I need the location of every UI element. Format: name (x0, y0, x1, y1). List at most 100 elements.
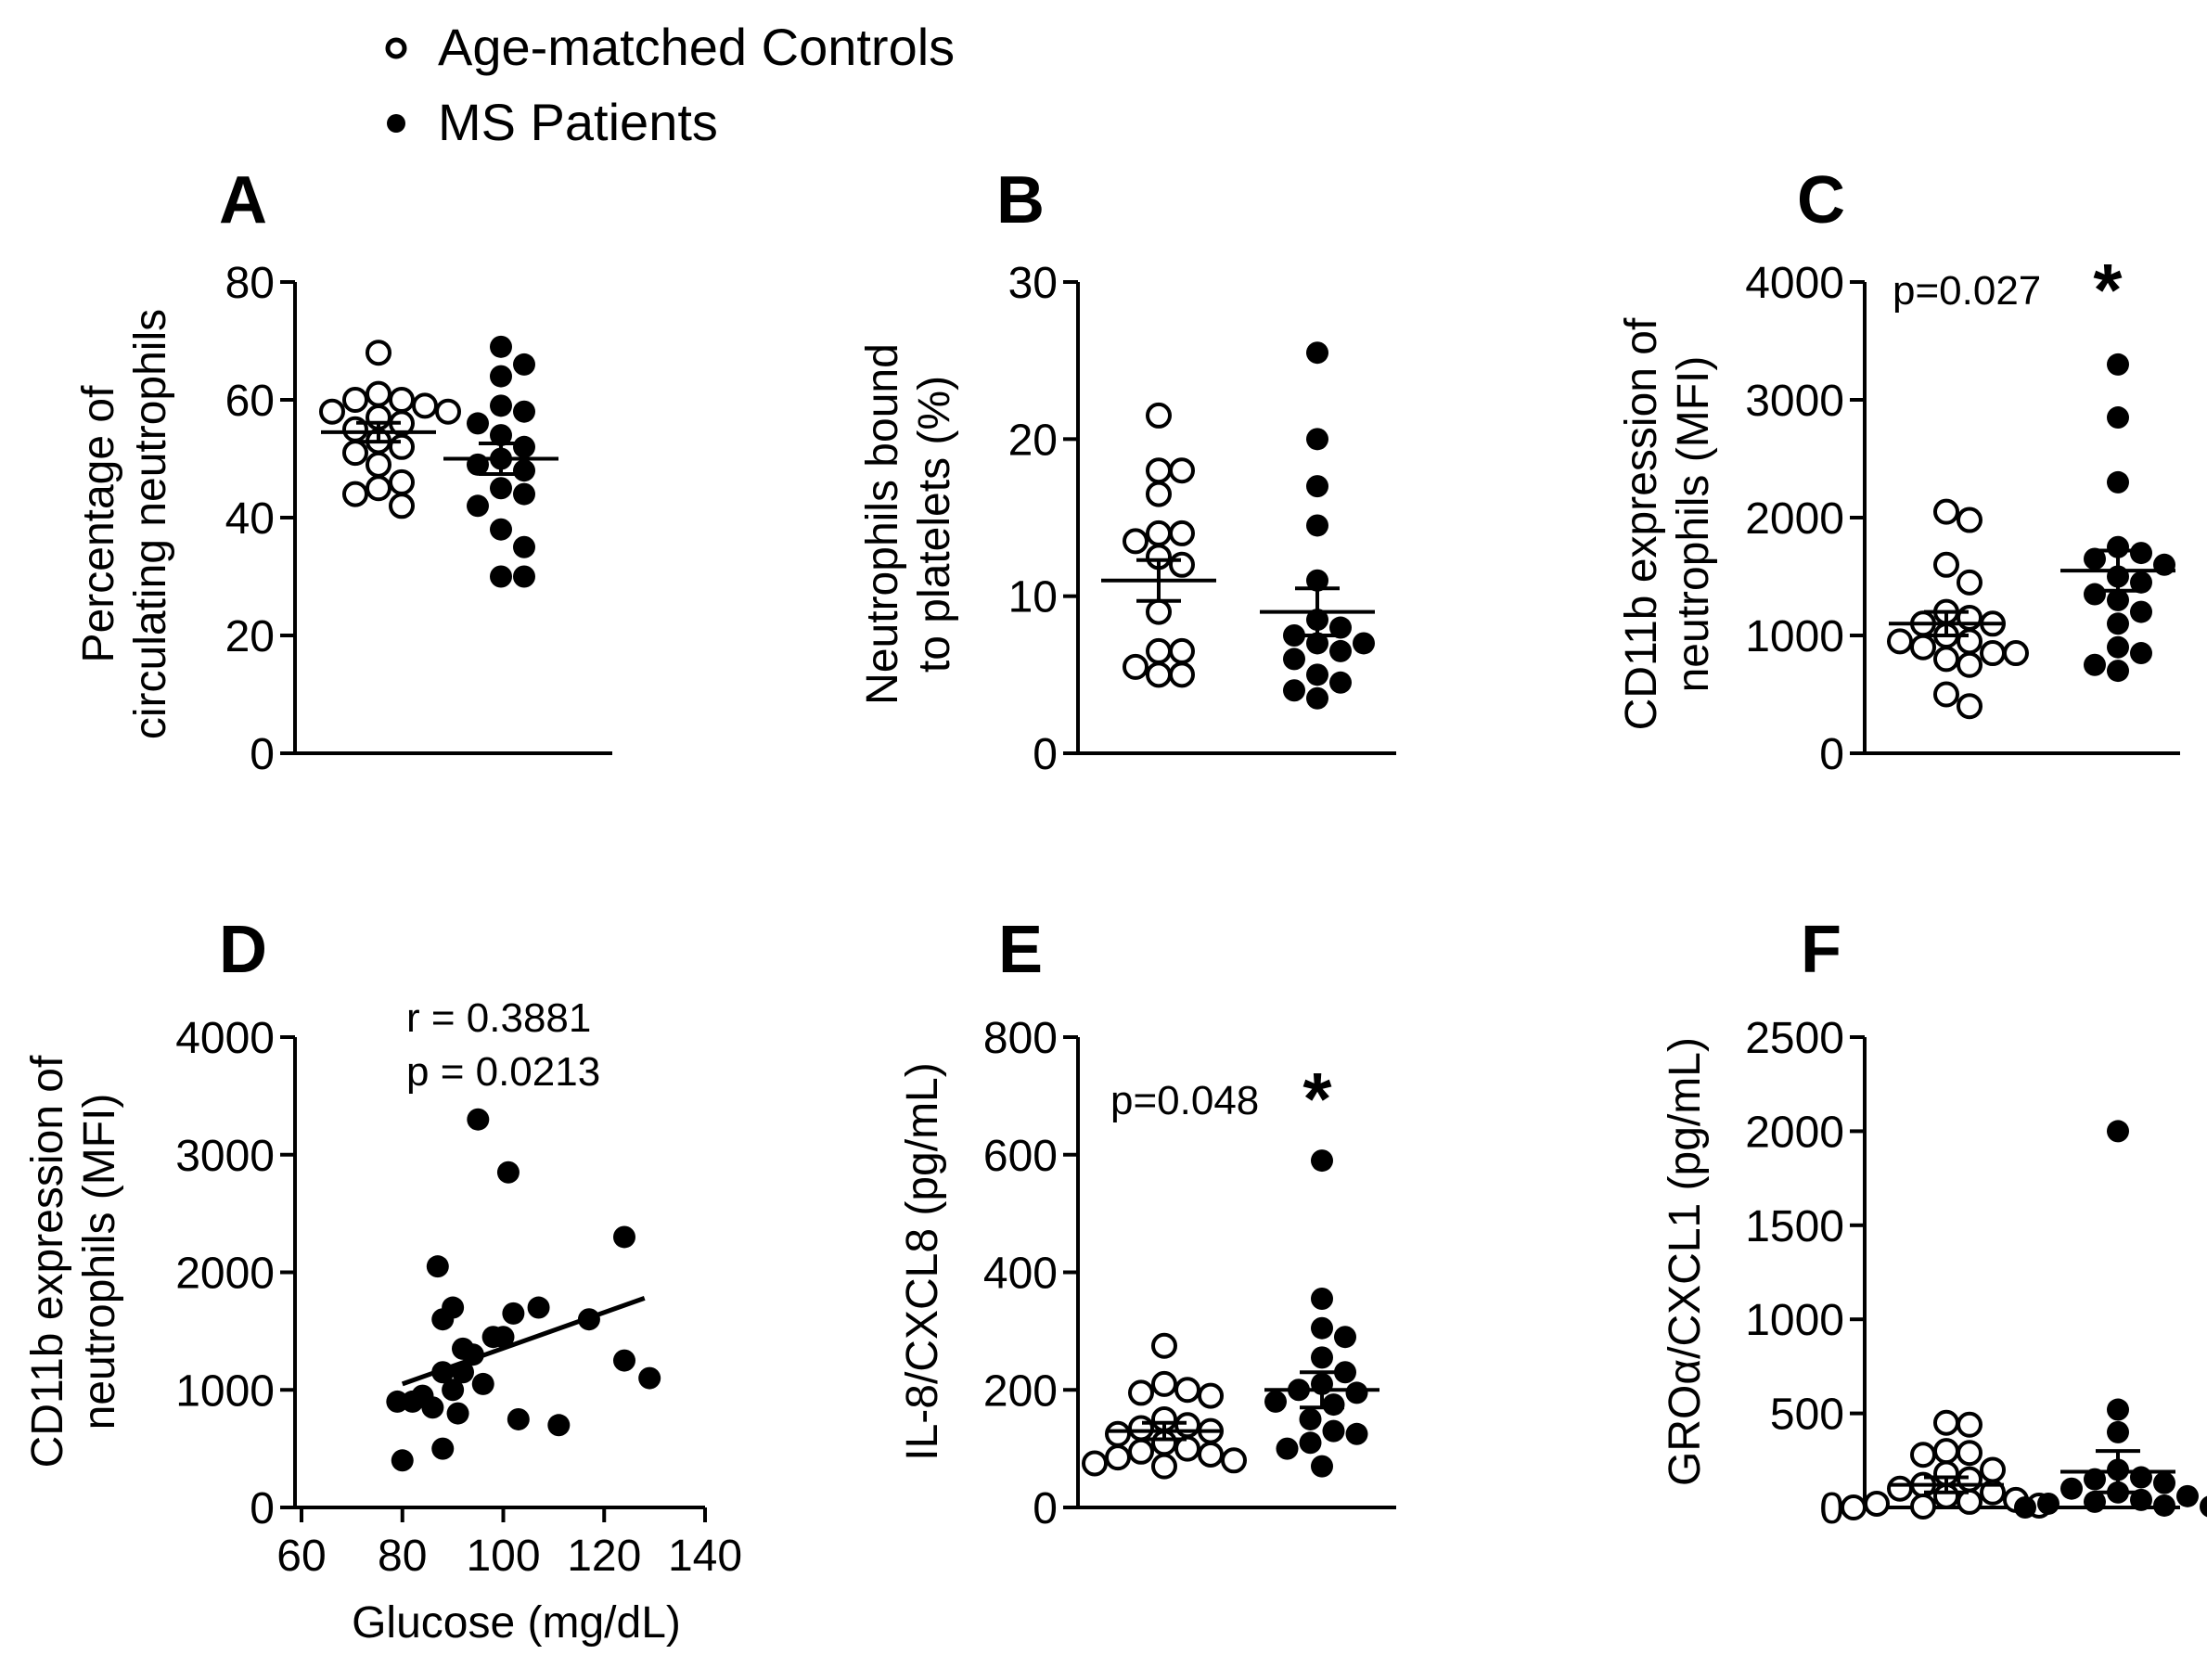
y-axis-label: neutrophils (MFI) (75, 1094, 124, 1430)
control-point (1841, 1494, 1867, 1520)
legend: Age-matched Controls MS Patients (385, 18, 955, 151)
control-point (1910, 634, 1936, 660)
control-point (1980, 1456, 2006, 1483)
control-point (1957, 651, 1982, 678)
control-point (1169, 661, 1195, 688)
ms-point (490, 335, 512, 358)
control-point (1169, 551, 1195, 578)
y-axis-label: Neutrophils bound (858, 343, 907, 705)
y-tick-label: 1000 (1745, 1296, 1844, 1345)
data-point (527, 1296, 550, 1319)
ms-point (2060, 1477, 2083, 1500)
control-point (1957, 569, 1982, 596)
control-point (1933, 551, 1959, 578)
ms-point (2153, 553, 2175, 576)
control-point (1146, 457, 1172, 484)
control-point (366, 451, 391, 478)
data-point (467, 1108, 490, 1131)
control-point (1146, 661, 1172, 688)
control-point (1980, 1479, 2006, 1506)
data-point (426, 1255, 449, 1278)
panel-c: C 0 1000 2000 3000 4000 CD11b expression of neu… (1617, 163, 2180, 779)
y-tick-label: 10 (1008, 573, 1058, 622)
ms-point (2130, 600, 2152, 623)
x-tick-label: 100 (466, 1532, 540, 1581)
control-point (435, 398, 461, 425)
control-point (1146, 402, 1172, 429)
control-point (1864, 1490, 1890, 1517)
control-point (1082, 1450, 1108, 1477)
control-point (1957, 1488, 1982, 1515)
control-point (1933, 646, 1959, 673)
ms-point (490, 394, 512, 417)
ms-point (513, 400, 535, 423)
control-point (1151, 1370, 1177, 1397)
control-point (1910, 1493, 1936, 1520)
legend-label-ms: MS Patients (438, 93, 718, 151)
ms-point (1306, 475, 1328, 498)
control-point (389, 387, 415, 413)
y-tick-label: 400 (983, 1250, 1058, 1299)
y-tick-label: 0 (1033, 730, 1058, 779)
ms-point (1299, 1407, 1322, 1430)
ms-point (2084, 653, 2106, 676)
panel-f: F 0 500 1000 1500 2000 2500 GROα/CXCL1 (pg/mL) (1661, 913, 2207, 1533)
ms-point (1329, 616, 1352, 639)
y-tick-label: 2000 (1745, 1108, 1844, 1157)
ms-point (1299, 1431, 1322, 1455)
ms-point (2037, 1492, 2059, 1515)
data-point (401, 1390, 424, 1413)
ms-point (467, 494, 489, 518)
control-point (1957, 1411, 1982, 1438)
y-tick-label: 2000 (1745, 494, 1844, 544)
ms-point (1311, 1346, 1333, 1369)
ms-point (2014, 1496, 2036, 1519)
ms-point (1306, 428, 1328, 451)
ms-point (490, 365, 512, 388)
ms-point (1306, 632, 1328, 655)
y-axis-label: CD11b expression of (1617, 317, 1666, 730)
x-tick-label: 140 (668, 1532, 742, 1581)
panel-d: D 0 1000 2000 3000 4000 CD11b expression of neu… (23, 913, 742, 1648)
ms-point (2153, 1471, 2175, 1494)
control-point (389, 493, 415, 519)
y-tick-label: 0 (1033, 1484, 1058, 1533)
y-axis-label: GROα/CXCL1 (pg/mL) (1661, 1037, 1710, 1486)
control-point (1123, 653, 1148, 680)
ms-point (1283, 648, 1305, 671)
control-point (1933, 1438, 1959, 1465)
legend-open-marker (385, 37, 407, 59)
y-tick-label: 600 (983, 1132, 1058, 1181)
panel-letter: D (219, 913, 267, 987)
ms-point (1306, 514, 1328, 537)
y-axis-label: circulating neutrophils (126, 309, 175, 739)
ms-point (2107, 353, 2129, 376)
control-point (389, 433, 415, 460)
correlation-annotation: r = 0.3881 (406, 995, 591, 1041)
control-point (1198, 1382, 1224, 1409)
x-axis-label: Glucose (mg/dL) (352, 1598, 681, 1648)
significance-star: * (2093, 249, 2123, 331)
ms-point (1322, 1419, 1345, 1443)
y-tick-label: 2500 (1745, 1014, 1844, 1063)
y-axis-label: to platelets (%) (910, 376, 959, 673)
control-point (1957, 604, 1982, 631)
control-point (342, 387, 368, 413)
control-point (1151, 1332, 1177, 1359)
panel-letter: B (996, 163, 1045, 237)
control-point (1146, 481, 1172, 507)
control-point (1174, 1412, 1200, 1439)
ms-point (1322, 1393, 1345, 1417)
ms-point (1353, 632, 1375, 655)
y-tick-label: 60 (225, 377, 275, 426)
data-point (613, 1225, 635, 1249)
correlation-annotation: p = 0.0213 (406, 1049, 600, 1095)
y-tick-label: 4000 (1745, 259, 1844, 308)
ms-point (1329, 671, 1352, 694)
ms-point (2107, 588, 2129, 611)
y-tick-label: 1500 (1745, 1202, 1844, 1251)
y-tick-label: 500 (1770, 1391, 1844, 1440)
control-point (1933, 1409, 1959, 1436)
ms-point (2200, 1495, 2207, 1518)
ms-point (467, 412, 489, 435)
